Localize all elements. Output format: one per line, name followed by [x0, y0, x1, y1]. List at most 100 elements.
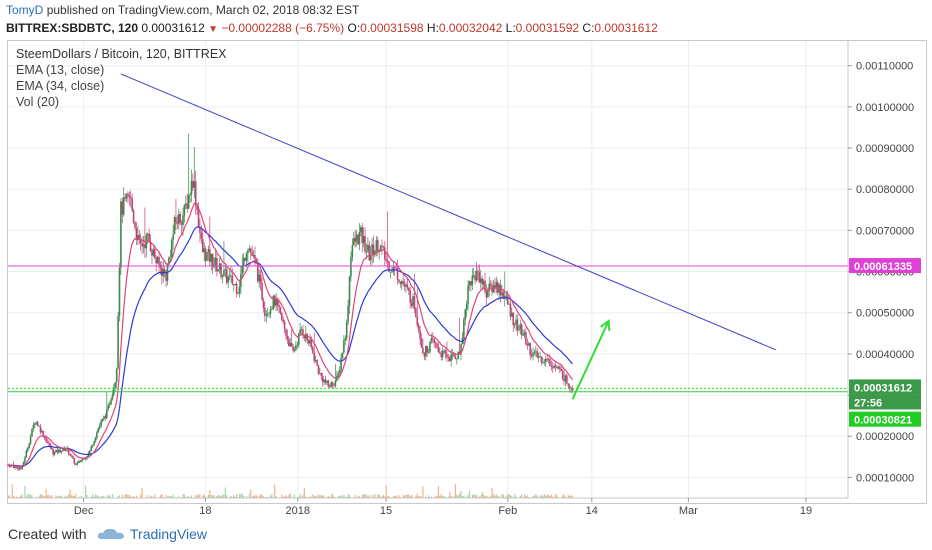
candle-body: [509, 303, 512, 317]
volume-bar: [420, 496, 423, 498]
volume-bar: [85, 485, 87, 498]
candle-body: [24, 457, 26, 463]
volume-bar: [456, 494, 458, 498]
volume-bar: [460, 490, 462, 498]
volume-bar: [166, 496, 169, 498]
candle-body: [210, 253, 213, 262]
candle-body: [117, 316, 119, 369]
candle-body: [199, 227, 201, 233]
volume-bar: [430, 496, 432, 498]
volume-bar: [44, 496, 46, 498]
candle-body: [135, 228, 138, 240]
candle-body: [499, 284, 502, 296]
up-arrow-annotation: [571, 319, 611, 400]
candle-body: [258, 274, 261, 282]
candle-body: [15, 466, 18, 468]
volume-bar: [466, 496, 468, 498]
candle-body: [354, 237, 356, 242]
volume-bar: [182, 494, 184, 498]
candle-body: [38, 425, 40, 427]
candle-body: [495, 282, 498, 288]
volume-bar: [65, 495, 67, 498]
volume-bar: [265, 496, 267, 498]
candle-body: [494, 285, 496, 288]
volume-bar: [216, 496, 218, 498]
volume-bar: [61, 495, 63, 498]
candle-body: [348, 276, 351, 306]
candle-body: [444, 350, 447, 354]
candle-body: [241, 265, 244, 274]
author-link[interactable]: TomyD: [6, 3, 44, 17]
volume-bar: [154, 494, 156, 498]
volume-bar: [68, 494, 70, 498]
candle-body: [457, 351, 460, 359]
candle-body: [358, 231, 361, 245]
candle-body: [295, 345, 297, 350]
candle-body: [242, 258, 245, 266]
candle-body: [265, 314, 268, 316]
candle-body: [132, 210, 135, 223]
price-chart[interactable]: 0.000100000.000200000.000300000.00040000…: [0, 0, 932, 520]
candle-body: [479, 278, 482, 283]
candle-body: [566, 375, 568, 384]
time-tick-label: 18: [199, 505, 211, 517]
volume-bar: [371, 494, 373, 498]
candle-body: [482, 280, 485, 285]
volume-bar: [439, 495, 441, 498]
candle-body: [330, 382, 332, 388]
volume-bar: [101, 496, 104, 498]
candle-body: [70, 455, 73, 457]
volume-bar: [286, 496, 289, 498]
candle-body: [293, 349, 296, 351]
volume-bar: [63, 496, 66, 498]
volume-bar: [165, 495, 167, 498]
volume-bar: [282, 496, 284, 498]
tradingview-brand[interactable]: TradingView: [130, 526, 208, 542]
candle-body: [537, 356, 540, 358]
candle-body: [539, 356, 541, 358]
legend-ema34: EMA (34, close): [16, 79, 105, 93]
candle-body: [79, 461, 81, 462]
candle-body: [441, 350, 444, 358]
volume-bar: [378, 494, 380, 498]
volume-bar: [508, 494, 510, 498]
candle-body: [496, 282, 499, 293]
candle-body: [561, 370, 564, 380]
candle-body: [224, 269, 227, 271]
candle-body: [455, 358, 458, 360]
volume-bar: [436, 495, 438, 498]
candle-body: [310, 339, 313, 348]
candle-body: [271, 308, 273, 310]
volume-bar: [254, 495, 256, 498]
candle-body: [406, 284, 409, 288]
candle-body: [511, 312, 513, 317]
candle-body: [365, 250, 368, 252]
candle-body: [22, 462, 25, 466]
price-label-text: 27:56: [854, 397, 882, 409]
candle-body: [252, 255, 255, 257]
volume-bar: [24, 485, 26, 498]
candle-body: [568, 385, 571, 389]
volume-bar: [556, 494, 558, 498]
candle-body: [542, 362, 544, 364]
candle-body: [231, 275, 234, 285]
volume-bar: [103, 495, 105, 498]
candle-body: [334, 380, 337, 386]
volume-bar: [220, 495, 222, 498]
volume-bar: [133, 496, 135, 498]
volume-bar: [549, 495, 551, 498]
candle-body: [567, 383, 570, 386]
candle-body: [65, 449, 67, 451]
candle-body: [297, 333, 300, 345]
volume-bar: [536, 495, 538, 498]
volume-bar: [251, 496, 253, 498]
volume-bar: [492, 494, 495, 498]
volume-bar: [212, 495, 214, 498]
volume-bar: [340, 495, 342, 498]
candle-body: [326, 380, 328, 383]
candle-body: [138, 235, 141, 240]
candle-body: [91, 445, 94, 447]
volume-bar: [217, 494, 219, 498]
volume-bar: [505, 496, 507, 498]
volume-bar: [372, 496, 375, 498]
